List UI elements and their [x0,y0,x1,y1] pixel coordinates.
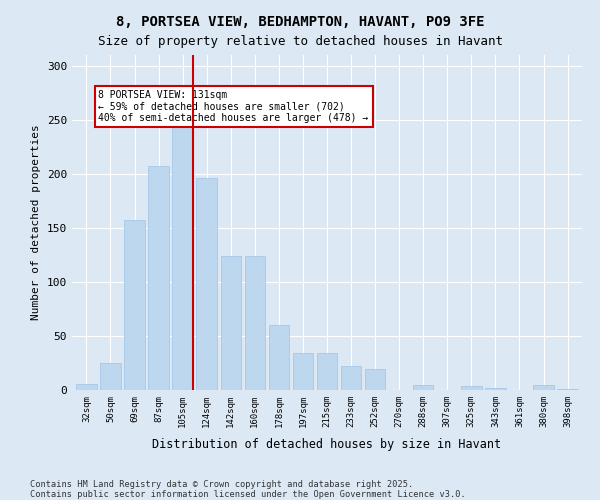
Bar [221,256,241,390]
Text: Size of property relative to detached houses in Havant: Size of property relative to detached ho… [97,35,503,48]
Bar [317,354,337,390]
Bar [172,118,193,390]
Bar [533,384,554,390]
Bar [269,325,289,390]
Bar [557,389,578,390]
Y-axis label: Number of detached properties: Number of detached properties [31,124,41,320]
Bar [485,388,506,390]
Bar [196,178,217,390]
Text: 8, PORTSEA VIEW, BEDHAMPTON, HAVANT, PO9 3FE: 8, PORTSEA VIEW, BEDHAMPTON, HAVANT, PO9… [116,15,484,29]
Bar [124,220,145,390]
Bar [341,366,361,390]
Text: 8 PORTSEA VIEW: 131sqm
← 59% of detached houses are smaller (702)
40% of semi-de: 8 PORTSEA VIEW: 131sqm ← 59% of detached… [98,90,369,123]
Bar [461,386,482,390]
Bar [100,363,121,390]
Bar [293,354,313,390]
Text: Contains HM Land Registry data © Crown copyright and database right 2025.
Contai: Contains HM Land Registry data © Crown c… [30,480,466,500]
Bar [148,166,169,390]
Bar [413,384,433,390]
Bar [245,256,265,390]
Bar [76,384,97,390]
X-axis label: Distribution of detached houses by size in Havant: Distribution of detached houses by size … [152,438,502,451]
Bar [365,370,385,390]
